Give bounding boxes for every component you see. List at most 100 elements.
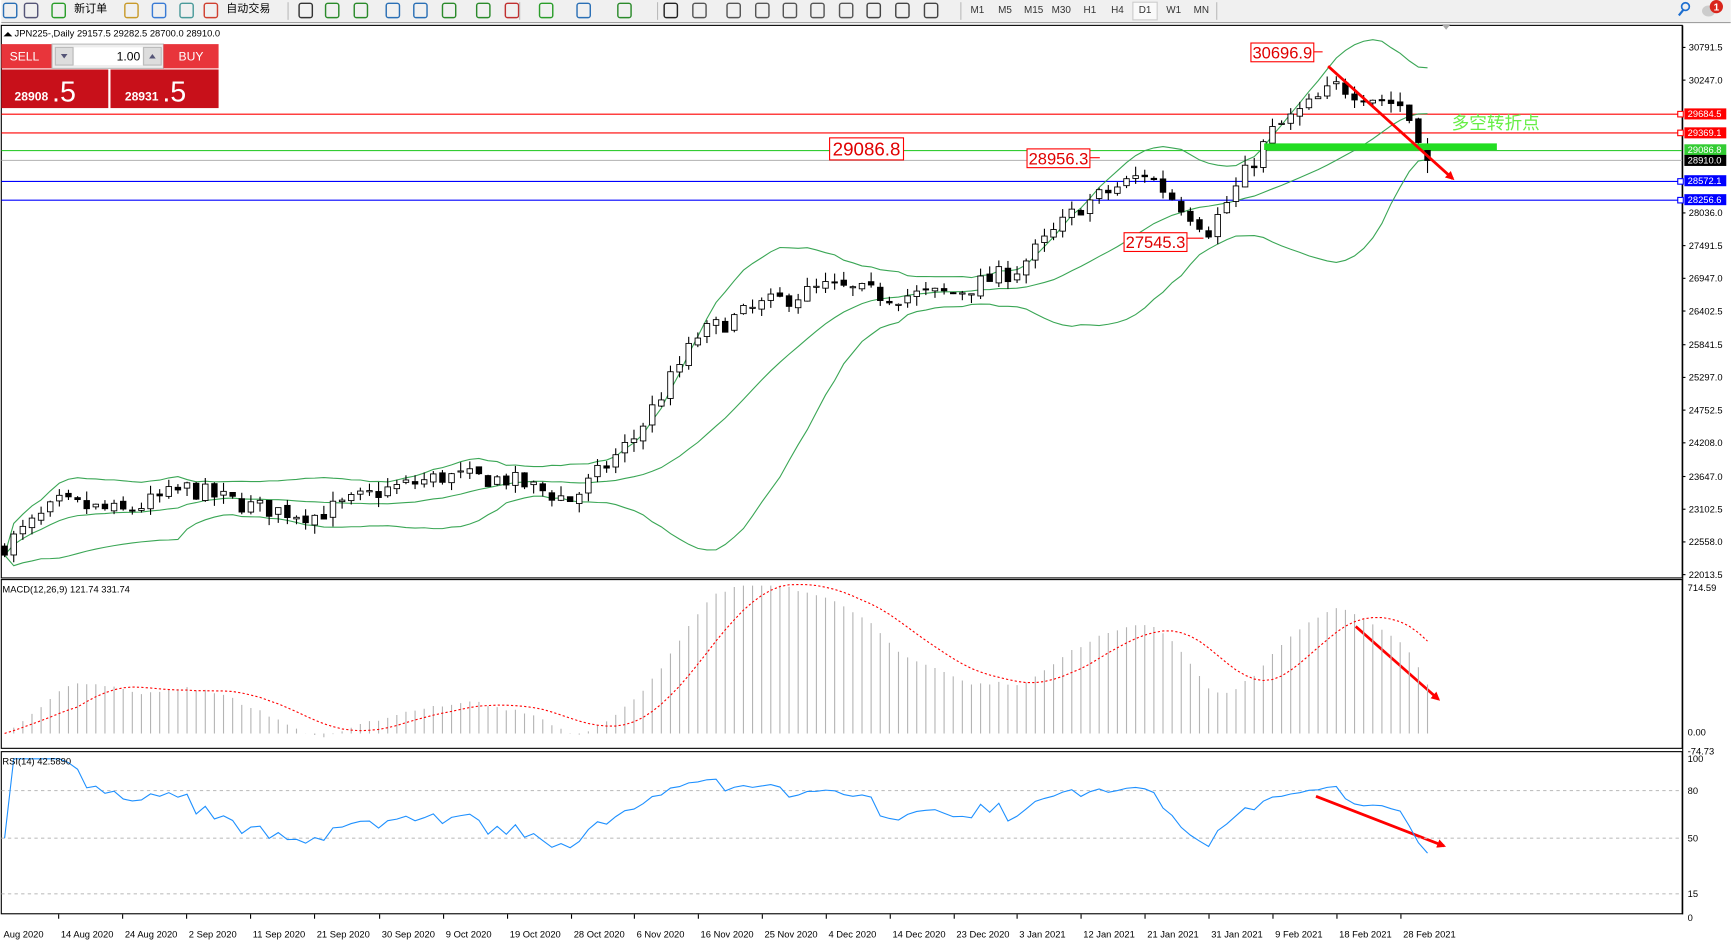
candle[interactable] [1387,91,1395,113]
timeframe-m15[interactable]: M15 [1024,5,1044,16]
auto-trading-button[interactable]: 自动交易 [226,1,270,15]
candle[interactable] [1041,228,1048,252]
candle[interactable] [740,303,747,315]
timeframe-m30[interactable]: M30 [1052,5,1072,16]
candle[interactable] [1105,185,1112,201]
candle[interactable] [794,293,802,314]
candle[interactable] [1187,207,1194,226]
auto-trade-icon[interactable] [203,2,219,19]
candle[interactable] [1196,217,1203,233]
candle[interactable] [256,496,264,512]
vertical-line-icon[interactable] [726,2,741,19]
candle[interactable] [986,266,993,282]
candle[interactable] [275,507,282,523]
candle[interactable] [1141,169,1148,183]
candle[interactable] [557,486,565,502]
candle[interactable] [840,271,847,288]
candle[interactable] [147,485,154,515]
volume-stepper[interactable]: 1.00 [51,43,164,69]
chart-window-icon[interactable] [2,2,18,19]
rsi-panel[interactable] [0,751,1683,915]
candle[interactable] [1260,139,1267,173]
arrows-icon[interactable] [923,2,939,19]
candle[interactable] [959,290,966,301]
candle[interactable] [1323,76,1331,99]
candle[interactable] [968,293,975,304]
pivot-label-box[interactable]: 29086.8 [829,137,905,161]
candle[interactable] [284,499,291,525]
candle[interactable] [493,474,501,486]
candle[interactable] [731,312,738,333]
candle[interactable] [247,495,255,515]
candle[interactable] [211,482,218,506]
candle[interactable] [867,272,875,288]
candle[interactable] [393,479,401,495]
low-label-box[interactable]: 27545.3 [1123,232,1204,252]
candle[interactable] [238,492,245,515]
candle[interactable] [658,392,665,408]
text-icon[interactable] [866,2,882,19]
candle[interactable] [503,473,510,490]
candle[interactable] [92,503,100,510]
candle[interactable] [639,422,647,450]
candle[interactable] [1287,108,1294,130]
level-label-box[interactable]: 28956.3 [1026,148,1100,168]
candle[interactable] [1241,155,1249,188]
candle[interactable] [357,487,364,501]
candle[interactable] [56,489,63,507]
candle[interactable] [229,491,236,499]
candle[interactable] [521,472,528,490]
level-handle[interactable] [1677,196,1684,204]
chart-shift-marker[interactable] [1441,24,1451,30]
buy-price-button[interactable]: 28931 .5 [110,69,219,108]
chart-shift-icon[interactable] [475,2,491,19]
candle[interactable] [1168,189,1176,201]
candle[interactable] [311,514,318,534]
level-handle[interactable] [1677,129,1684,137]
candle[interactable] [466,461,473,479]
candle[interactable] [831,273,838,290]
candle[interactable] [849,285,857,297]
candle[interactable] [101,500,109,511]
candle[interactable] [703,320,711,344]
timeframe-mn[interactable]: MN [1194,5,1209,16]
text-label-icon[interactable] [895,2,910,19]
candle[interactable] [676,356,683,378]
candle[interactable] [1077,208,1085,216]
volume-input[interactable] [74,47,143,66]
candle[interactable] [1159,170,1167,199]
candle[interactable] [1150,176,1158,181]
candle[interactable] [886,296,893,306]
level-handle[interactable] [1677,110,1684,118]
timeframe-d1[interactable]: D1 [1132,1,1158,21]
candle[interactable] [512,465,519,493]
candle[interactable] [1251,157,1258,177]
candle[interactable] [1,543,8,558]
candle[interactable] [329,491,337,527]
history-icon[interactable] [124,2,139,19]
candle[interactable] [1223,196,1231,214]
periods-icon[interactable] [576,2,591,19]
candle[interactable] [649,395,656,433]
macd-down-arrow[interactable] [1354,625,1441,701]
candle[interactable] [439,470,446,485]
fibo-fan-icon[interactable] [838,2,854,19]
candle[interactable] [585,473,592,502]
search-icon[interactable] [1677,1,1691,17]
candle[interactable] [977,268,984,300]
candle[interactable] [220,482,227,504]
candle[interactable] [457,462,464,479]
candle[interactable] [1415,117,1422,145]
timeframe-w1[interactable]: W1 [1166,5,1181,16]
candle[interactable] [129,506,136,515]
fibonacci-icon[interactable] [810,2,825,19]
candle[interactable] [694,332,702,348]
candle[interactable] [1086,193,1094,222]
candle[interactable] [484,474,492,487]
candle[interactable] [475,466,483,475]
candle[interactable] [338,497,346,509]
server-icon[interactable] [151,2,167,19]
candle[interactable] [539,481,546,497]
price-down-arrow[interactable] [1327,65,1455,181]
candle[interactable] [156,489,163,503]
